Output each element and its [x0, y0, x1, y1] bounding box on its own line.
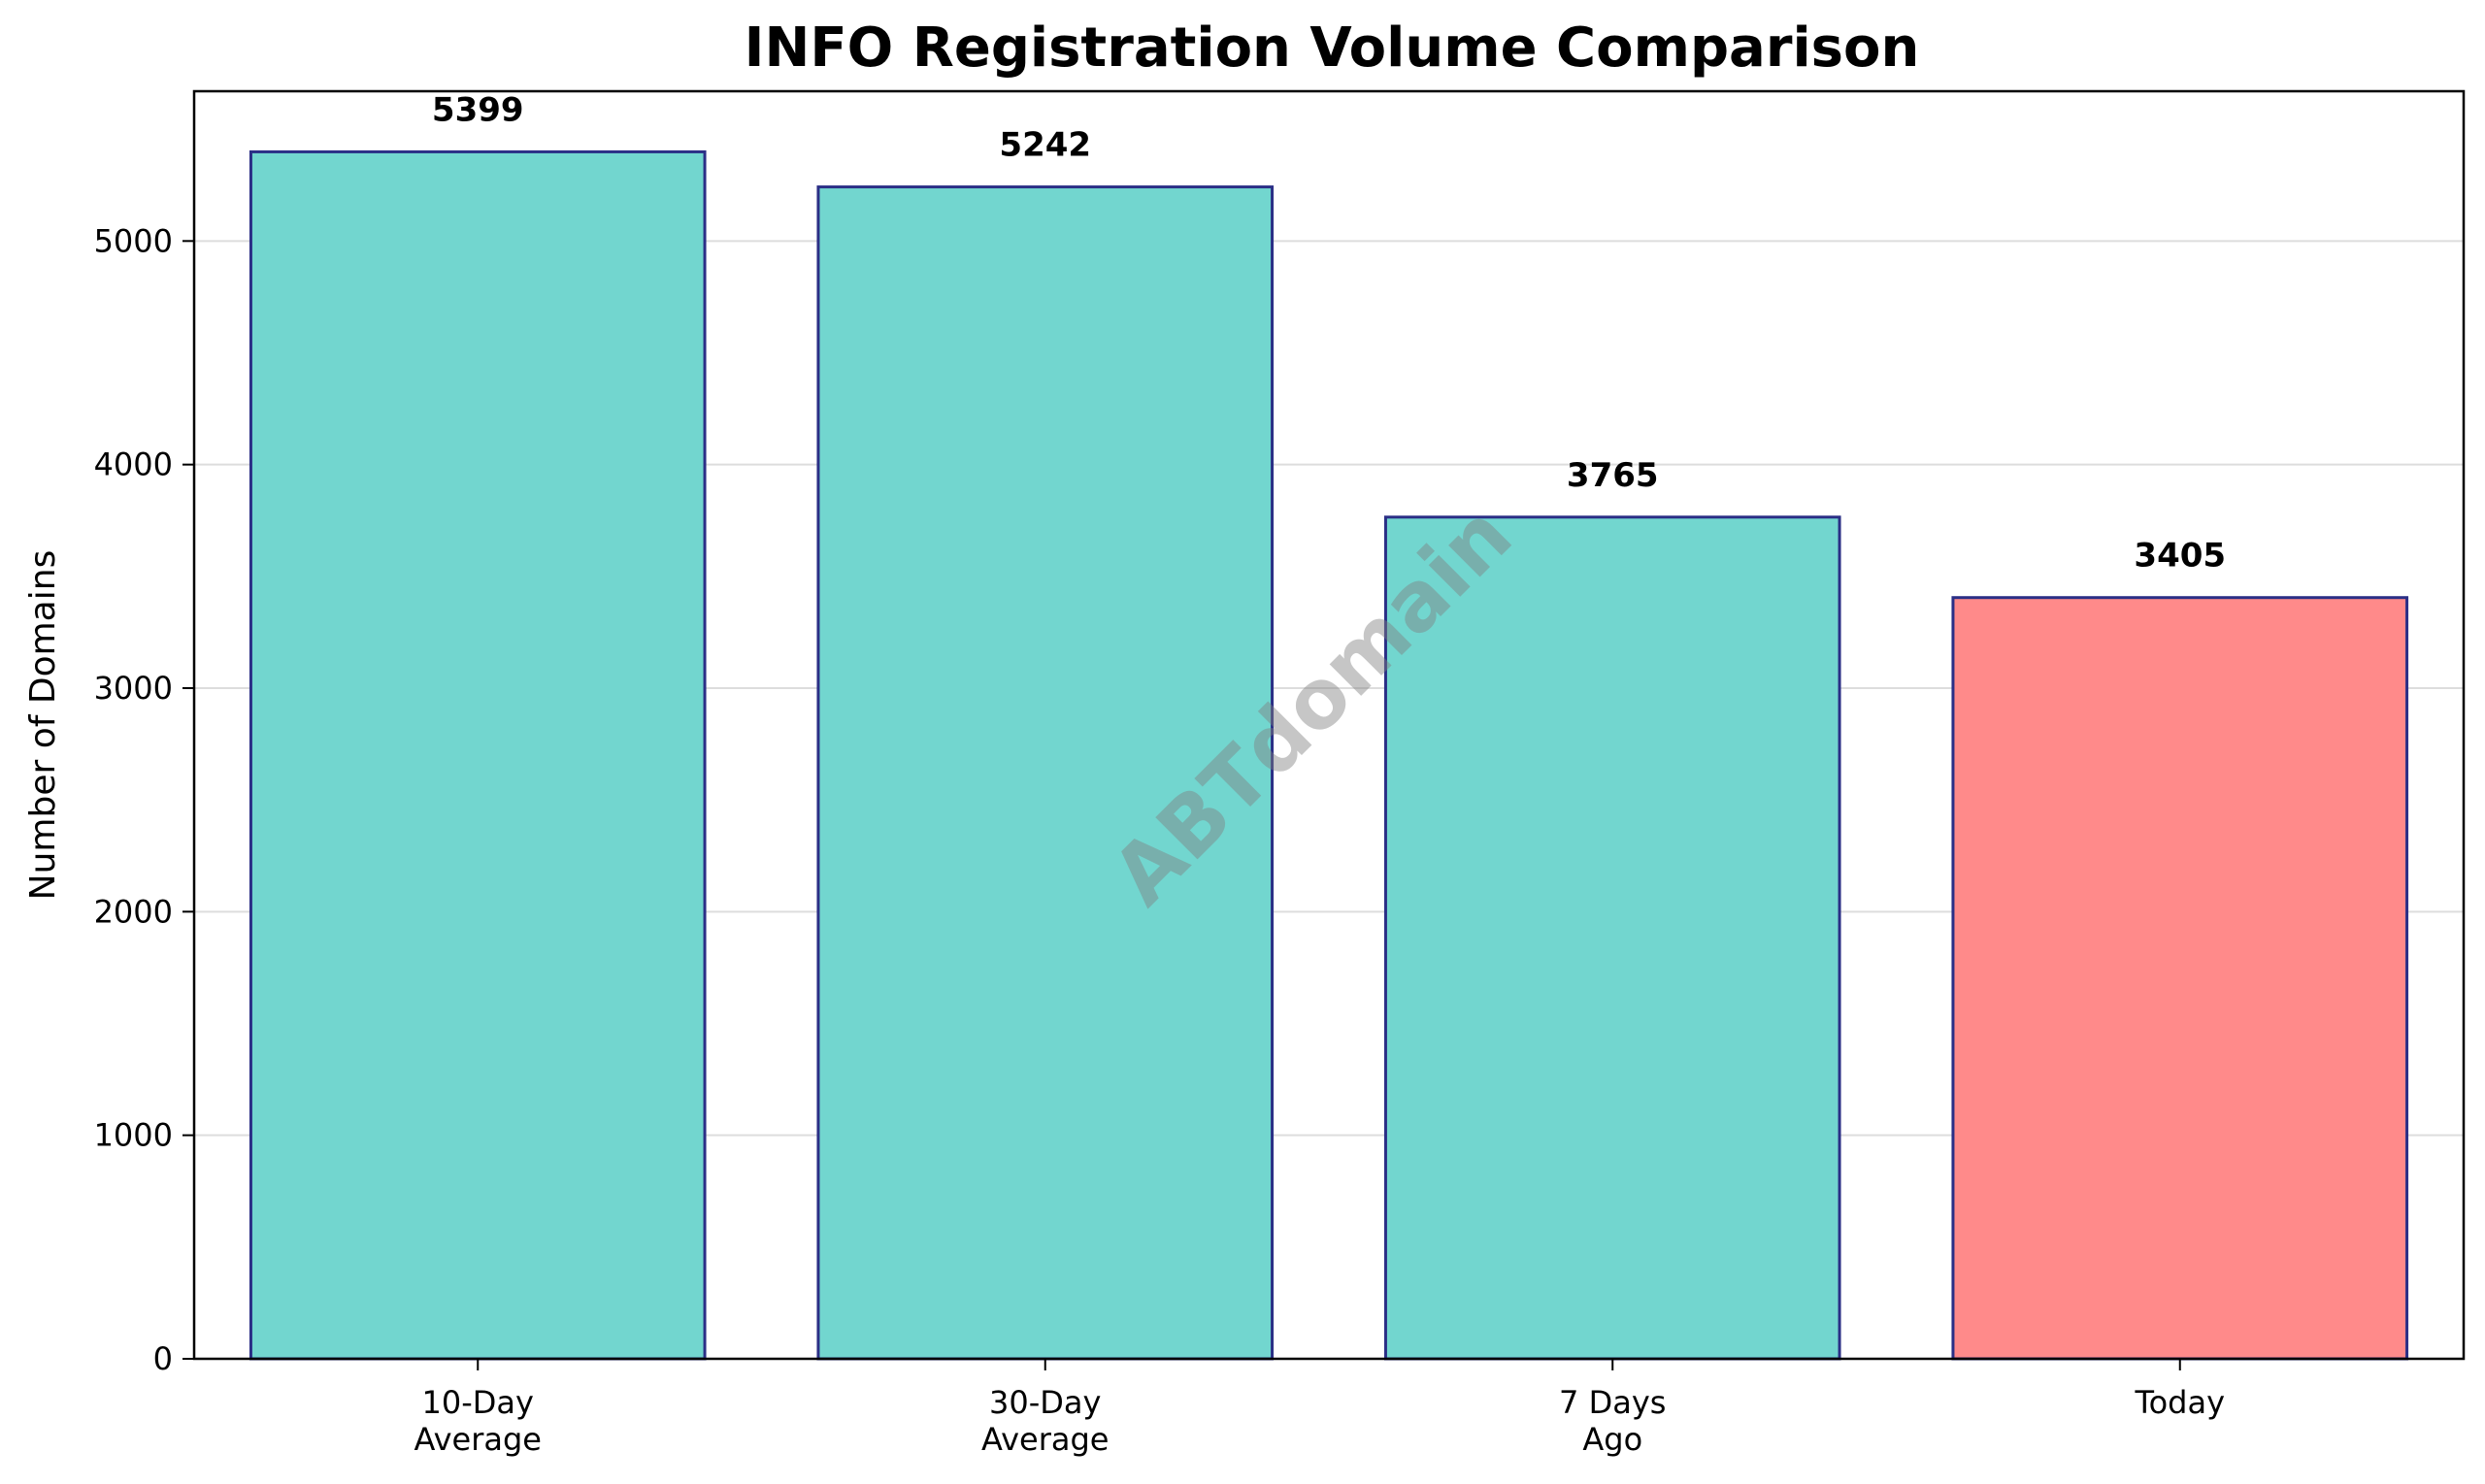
bar-value-label: 5399 [432, 90, 524, 129]
bar [1951, 596, 2409, 1361]
y-axis-label: Number of Domains [23, 550, 63, 901]
x-tick-label: 30-Day Average [981, 1384, 1109, 1458]
y-tick-label: 2000 [94, 893, 173, 930]
x-tick-label: 10-Day Average [414, 1384, 542, 1458]
bar [248, 149, 707, 1361]
y-tick-label: 3000 [94, 670, 173, 707]
axes: 0 1000 2000 3000 4000 5000 10-Day Average 30-Day… [94, 89, 2466, 1458]
plot-frame [192, 89, 2466, 1361]
bar-value-label: 3405 [2134, 537, 2226, 576]
bar [816, 185, 1275, 1361]
y-tick-label: 4000 [94, 446, 173, 483]
x-tick-label: 7 Days Ago [1559, 1384, 1666, 1458]
x-tick-label: Today [2134, 1384, 2225, 1421]
y-tick-label: 5000 [94, 222, 173, 259]
y-tick-label: 0 [153, 1340, 173, 1377]
y-tick-label: 1000 [94, 1117, 173, 1154]
bars [248, 149, 2409, 1361]
bar-value-label: 5242 [999, 126, 1091, 165]
data-labels: 5399 5242 3765 3405 [432, 90, 2226, 575]
bar-value-label: 3765 [1567, 456, 1659, 495]
chart-title: INFO Registration Volume Comparison [745, 16, 1920, 80]
bar [1383, 515, 1841, 1361]
